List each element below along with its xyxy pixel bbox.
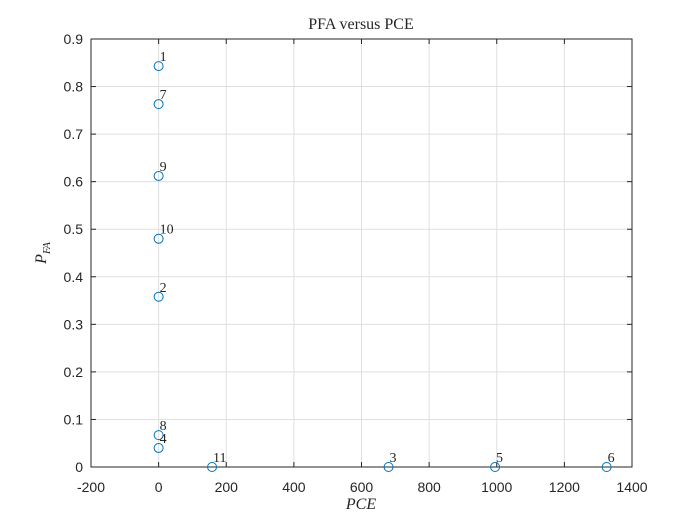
y-tick-label: 0.4 <box>64 269 84 285</box>
data-point-label: 7 <box>160 88 167 103</box>
y-tick-label: 0.2 <box>64 364 84 380</box>
data-point-marker <box>490 462 501 472</box>
x-tick-label: 600 <box>350 479 374 495</box>
y-tick-label: 0.8 <box>64 79 84 95</box>
axis-ticks: -200 0 200 400 600 800 1000 1200 1400 0 0.1 0.2 0.3 0… <box>64 31 648 495</box>
y-tick-label: 0.6 <box>64 174 84 190</box>
data-point-marker <box>153 170 164 181</box>
x-tick-label: 800 <box>417 479 441 495</box>
x-tick-label: 1000 <box>481 479 512 495</box>
x-tick-label: 1400 <box>616 479 647 495</box>
data-point-label: 1 <box>160 50 167 65</box>
data-point-label: 3 <box>390 451 397 466</box>
x-tick-label: 0 <box>155 479 163 495</box>
data-point-label: 11 <box>213 451 226 466</box>
data-point-marker <box>153 291 164 302</box>
y-axis-label-subscript: FA <box>41 242 53 255</box>
data-point-marker <box>153 99 164 110</box>
data-point-marker <box>153 430 164 441</box>
data-point-label: 2 <box>160 281 167 296</box>
data-point-marker <box>153 61 164 72</box>
data-point-marker <box>383 462 394 472</box>
data-point-marker <box>207 462 218 472</box>
y-tick-label: 0.3 <box>64 316 84 332</box>
data-point-marker <box>601 462 612 472</box>
x-tick-label: -200 <box>77 479 105 495</box>
data-point-label: 6 <box>608 451 615 466</box>
y-tick-label: 0.5 <box>64 221 84 237</box>
data-point-marker <box>153 233 164 244</box>
y-tick-label: 0.1 <box>64 411 84 427</box>
data-point-label: 9 <box>160 160 167 175</box>
y-axis-label: PFA <box>33 242 53 265</box>
data-points: 1 7 9 10 2 84 11 3 5 6 <box>153 50 615 472</box>
x-tick-label: 1200 <box>549 479 580 495</box>
data-point-marker <box>153 442 164 453</box>
grid-lines <box>90 38 633 468</box>
y-tick-label: 0.9 <box>64 31 84 47</box>
y-axis-label-main: P <box>33 254 50 265</box>
y-tick-label: 0 <box>75 459 83 475</box>
data-point-label: 5 <box>496 451 503 466</box>
x-tick-label: 400 <box>282 479 306 495</box>
y-tick-label: 0.7 <box>64 126 84 142</box>
data-point-label: 4 <box>160 432 167 447</box>
chart-title: PFA versus PCE <box>308 16 414 33</box>
x-axis-label: PCE <box>345 496 376 513</box>
data-point-label: 10 <box>160 223 174 238</box>
data-point-label: 8 <box>160 419 167 434</box>
x-tick-label: 200 <box>215 479 239 495</box>
